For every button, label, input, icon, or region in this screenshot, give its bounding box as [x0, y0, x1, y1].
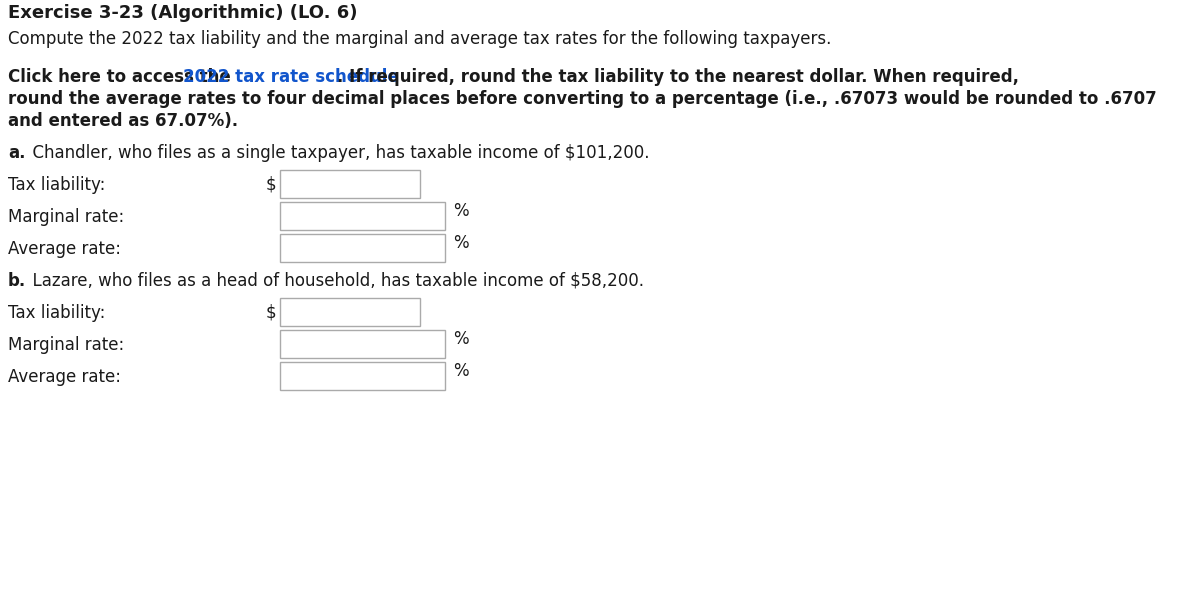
Bar — [280, 330, 445, 358]
Text: b.: b. — [8, 272, 26, 290]
Text: %: % — [454, 202, 469, 220]
Text: Chandler, who files as a single taxpayer, has taxable income of $101,200.: Chandler, who files as a single taxpayer… — [22, 144, 649, 162]
Text: $: $ — [265, 303, 276, 321]
Text: Compute the 2022 tax liability and the marginal and average tax rates for the fo: Compute the 2022 tax liability and the m… — [8, 30, 832, 48]
Text: . If required, round the tax liability to the nearest dollar. When required,: . If required, round the tax liability t… — [337, 68, 1019, 86]
Text: Marginal rate:: Marginal rate: — [8, 336, 125, 354]
Text: Tax liability:: Tax liability: — [8, 176, 106, 194]
Text: %: % — [454, 362, 469, 380]
Text: and entered as 67.07%).: and entered as 67.07%). — [8, 112, 238, 130]
Text: Average rate:: Average rate: — [8, 368, 121, 386]
Bar — [280, 202, 445, 230]
Text: Tax liability:: Tax liability: — [8, 304, 106, 322]
Text: %: % — [454, 330, 469, 348]
Text: Lazare, who files as a head of household, has taxable income of $58,200.: Lazare, who files as a head of household… — [22, 272, 644, 290]
Bar — [280, 298, 420, 326]
Text: Click here to access the: Click here to access the — [8, 68, 236, 86]
Bar — [280, 234, 445, 262]
Bar — [280, 170, 420, 198]
Text: Exercise 3-23 (Algorithmic) (LO. 6): Exercise 3-23 (Algorithmic) (LO. 6) — [8, 4, 358, 22]
Text: round the average rates to four decimal places before converting to a percentage: round the average rates to four decimal … — [8, 90, 1157, 108]
Text: $: $ — [265, 175, 276, 193]
Text: Average rate:: Average rate: — [8, 240, 121, 258]
Bar — [280, 362, 445, 390]
Text: %: % — [454, 234, 469, 252]
Text: a.: a. — [8, 144, 25, 162]
Text: Marginal rate:: Marginal rate: — [8, 208, 125, 226]
Text: 2022 tax rate schedule: 2022 tax rate schedule — [182, 68, 398, 86]
